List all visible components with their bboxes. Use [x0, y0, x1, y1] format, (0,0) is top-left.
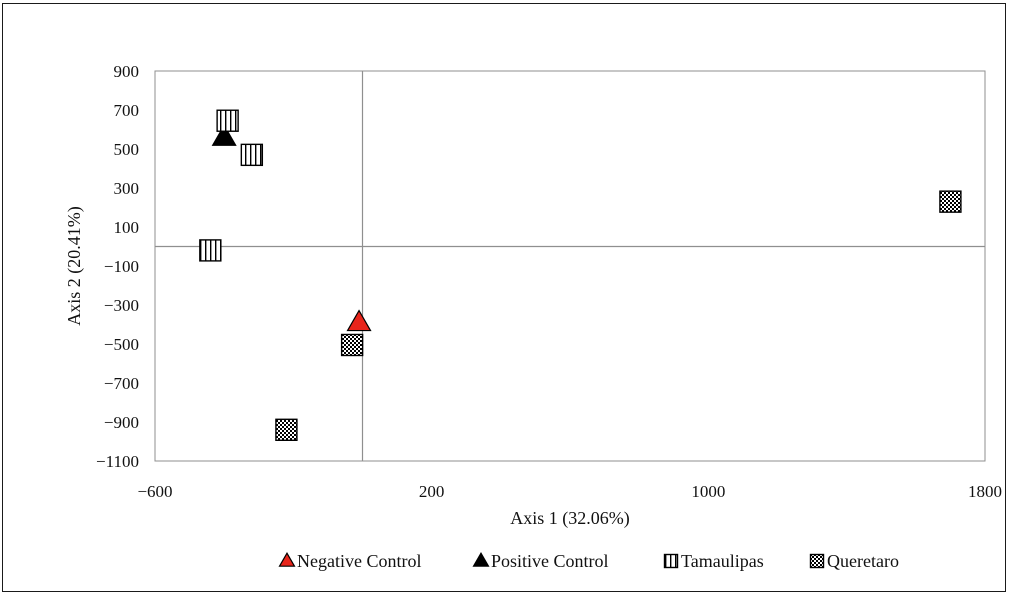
y-tick-label: −100: [104, 257, 139, 276]
x-tick-label: 200: [419, 482, 445, 501]
y-tick-label: 900: [114, 62, 140, 81]
chart-frame: [2, 3, 1006, 592]
legend-label-negative-control: Negative Control: [297, 551, 421, 571]
plot-area: [154, 70, 986, 462]
y-tick-label: 100: [114, 218, 140, 237]
queretaro-point: [340, 333, 364, 357]
y-tick-label: −500: [104, 335, 139, 354]
y-axis-title: Axis 2 (20.41%): [64, 206, 85, 326]
legend: Negative Control Positive Control Tamaulip…: [278, 551, 899, 571]
y-axis-ticks: 900 700 500 300 100 −100 −300 −500 −700 −900 −1100: [96, 62, 139, 471]
data-points: [199, 109, 962, 441]
legend-marker-negative-control: [278, 551, 296, 567]
y-tick-label: −900: [104, 413, 139, 432]
legend-marker-tamaulipas: [663, 553, 679, 569]
x-tick-label: 1800: [968, 482, 1002, 501]
tamaulipas-point: [240, 143, 264, 167]
y-tick-label: 500: [114, 140, 140, 159]
queretaro-point: [939, 190, 962, 213]
y-tick-label: −300: [104, 296, 139, 315]
tamaulipas-point: [199, 239, 222, 262]
x-tick-label: −600: [137, 482, 172, 501]
x-axis-title: Axis 1 (32.06%): [510, 508, 630, 529]
positive-control-point: [211, 124, 237, 146]
reference-lines: [155, 71, 985, 461]
x-axis-ticks: −600 200 1000 1800: [137, 482, 1002, 501]
legend-label-positive-control: Positive Control: [491, 551, 609, 571]
y-tick-label: −700: [104, 374, 139, 393]
queretaro-point: [275, 418, 298, 441]
negative-control-point: [346, 309, 372, 332]
legend-marker-positive-control: [472, 551, 490, 567]
legend-label-queretaro: Queretaro: [827, 551, 899, 571]
tamaulipas-point: [216, 109, 239, 132]
legend-label-tamaulipas: Tamaulipas: [681, 551, 764, 571]
y-tick-label: 300: [114, 179, 140, 198]
legend-marker-queretaro: [809, 553, 825, 569]
y-tick-label: 700: [114, 101, 140, 120]
x-tick-label: 1000: [691, 482, 725, 501]
y-tick-label: −1100: [96, 452, 139, 471]
